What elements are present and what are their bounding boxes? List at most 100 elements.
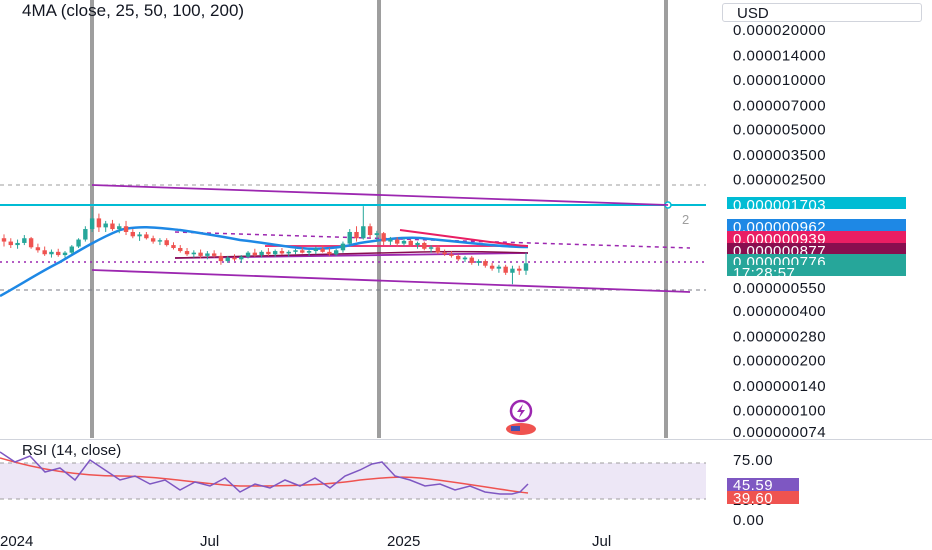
price-tag-bg — [727, 243, 906, 255]
candle-body — [232, 257, 237, 260]
price-tag-bg — [727, 219, 906, 231]
candle-body — [442, 252, 447, 255]
rsi-tick-label: 0.00 — [733, 512, 764, 529]
rsi-title[interactable]: RSI (14, close) — [22, 442, 122, 459]
time-axis[interactable]: 2024 Jul 2025 Jul — [0, 533, 611, 550]
candle-body — [150, 238, 156, 242]
candle-body — [69, 246, 74, 253]
lower-trendline[interactable] — [91, 269, 691, 293]
candle-body — [171, 245, 176, 249]
marker-label: 2 — [682, 212, 689, 227]
rsi-tag-label: 45.59 — [733, 477, 773, 494]
candle-body — [164, 240, 169, 246]
session-separators — [90, 0, 668, 438]
candle-body — [496, 266, 502, 269]
candle-body — [422, 242, 427, 249]
rsi-tag-label: 39.60 — [733, 490, 773, 507]
candle-body — [205, 253, 210, 256]
candle-body — [456, 255, 461, 260]
flag-icon[interactable] — [506, 423, 536, 435]
candle-body — [510, 268, 515, 273]
price-tag-bg — [727, 197, 906, 209]
candle-body — [523, 263, 529, 271]
candle-body — [388, 239, 393, 242]
candle-body — [211, 253, 217, 256]
price-tags: 0.0000017030.0000009620.0000009390.00000… — [727, 197, 906, 282]
candle-body — [266, 251, 271, 255]
candle-body — [272, 251, 278, 255]
candle-body — [103, 223, 108, 228]
candle-body — [76, 239, 81, 247]
candle-body — [144, 234, 149, 239]
candle-body — [367, 226, 373, 236]
candle-body — [191, 252, 197, 255]
candle-body — [381, 233, 386, 242]
price-tick-label: 0.000000074 — [733, 424, 826, 441]
candle-body — [8, 241, 13, 246]
candle-body — [327, 251, 332, 255]
candle-body — [89, 218, 95, 230]
price-axis[interactable]: 0.000020000 0.000014000 0.000010000 0.00000… — [733, 22, 826, 441]
candle-body — [313, 248, 319, 252]
candle-body — [157, 240, 163, 242]
price-tick-label: 0.000000400 — [733, 303, 826, 320]
candle-body — [333, 250, 339, 255]
price-tick-label: 0.000020000 — [733, 22, 826, 39]
indicator-title[interactable]: 4MA (close, 25, 50, 100, 200) — [22, 1, 245, 20]
candle-body — [42, 250, 47, 255]
price-tick-label: 0.000000280 — [733, 328, 826, 345]
candle-body — [35, 247, 41, 251]
candle-body — [252, 252, 258, 256]
candle-body — [56, 251, 61, 256]
flag-glyph — [511, 426, 520, 431]
time-tick-label: 2025 — [387, 533, 420, 550]
candle-body — [130, 231, 136, 237]
ma100-line — [174, 250, 529, 259]
candle-body — [415, 242, 420, 246]
price-tick-label: 0.000002500 — [733, 171, 826, 188]
candle-body — [239, 256, 244, 260]
time-tick-label: Jul — [592, 533, 611, 550]
candle-body — [1, 238, 7, 242]
candle-body — [259, 251, 264, 256]
price-tick-label: 0.000000200 — [733, 353, 826, 370]
upper-trendline[interactable] — [91, 184, 669, 206]
rsi-ma-line — [0, 457, 529, 494]
price-tag-bg — [727, 265, 906, 276]
candle-body — [483, 261, 488, 266]
price-tick-label: 0.000000100 — [733, 402, 826, 419]
rsi-tick-label: 75.00 — [733, 452, 773, 469]
candle-body — [293, 250, 298, 252]
rsi-tag-bg — [727, 478, 799, 491]
price-tick-label: 0.000005000 — [733, 122, 826, 139]
candle-body — [198, 252, 203, 256]
candle-body — [476, 261, 481, 263]
candle-body — [96, 218, 102, 228]
candle-body — [462, 257, 468, 260]
candle-body — [28, 238, 34, 248]
candle-body — [117, 226, 122, 230]
lightning-glyph — [517, 404, 525, 418]
price-tag-bg — [727, 231, 906, 243]
candle-body — [15, 242, 20, 246]
candle-body — [340, 243, 346, 251]
alert-icons[interactable] — [506, 399, 536, 435]
candle-body — [225, 257, 230, 262]
candle-body — [286, 251, 291, 254]
candle-body — [123, 226, 129, 232]
price-tick-label: 0.000000140 — [733, 378, 826, 395]
currency-selector[interactable]: USD — [722, 3, 922, 22]
price-tick-label: 0.000000550 — [733, 280, 826, 297]
candle-body — [83, 229, 88, 240]
candle-body — [347, 231, 352, 244]
candle-body — [137, 234, 142, 237]
candle-body — [62, 252, 68, 256]
rsi-line — [0, 451, 529, 495]
candle-body — [428, 247, 434, 249]
candle-body — [110, 223, 115, 230]
price-tag-label: 0.000001703 — [733, 197, 826, 214]
rsi-tag-bg — [727, 491, 799, 504]
session-separator — [377, 0, 381, 438]
